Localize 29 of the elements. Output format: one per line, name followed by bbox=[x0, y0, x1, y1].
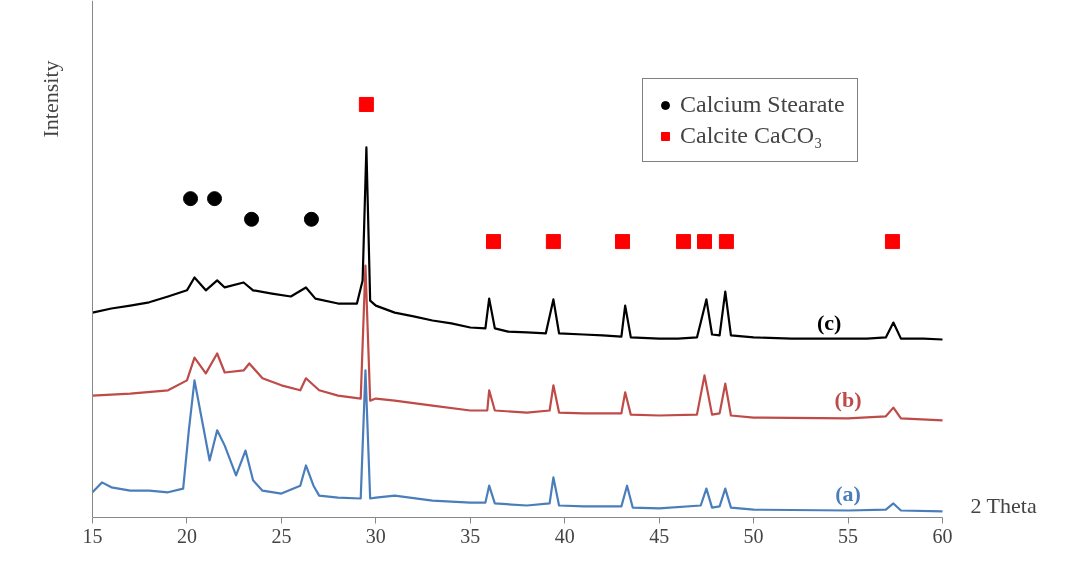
x-axis-title: 2 Theta bbox=[970, 492, 1037, 518]
x-tick-label: 20 bbox=[176, 524, 197, 547]
series-label: (b) bbox=[834, 387, 862, 413]
point bbox=[183, 191, 199, 207]
point bbox=[676, 234, 692, 250]
point bbox=[358, 96, 374, 112]
series-label: (a) bbox=[835, 480, 861, 506]
point bbox=[615, 234, 631, 250]
point bbox=[244, 211, 260, 227]
x-tick-label: 35 bbox=[460, 524, 481, 547]
x-tick-label: 40 bbox=[554, 524, 575, 547]
x-tick-label: 30 bbox=[365, 524, 386, 547]
point bbox=[884, 234, 900, 250]
y-axis-title: Intensity bbox=[37, 60, 63, 138]
point bbox=[718, 234, 734, 250]
series-label: (c) bbox=[816, 309, 842, 335]
point bbox=[697, 234, 712, 250]
legend-label: Calcium Stearate bbox=[680, 91, 845, 118]
x-tick-label: 60 bbox=[932, 524, 953, 547]
x-tick-label: 50 bbox=[743, 524, 764, 547]
point bbox=[303, 211, 319, 227]
point bbox=[207, 191, 223, 207]
x-tick-label: 45 bbox=[649, 524, 670, 547]
x-tick-label: 55 bbox=[838, 524, 859, 547]
x-tick-label: 25 bbox=[271, 524, 292, 547]
legend-label: Calcite CaCO₃ bbox=[680, 122, 823, 149]
point bbox=[545, 234, 561, 250]
x-tick-label: 15 bbox=[82, 524, 103, 547]
point bbox=[486, 234, 502, 250]
